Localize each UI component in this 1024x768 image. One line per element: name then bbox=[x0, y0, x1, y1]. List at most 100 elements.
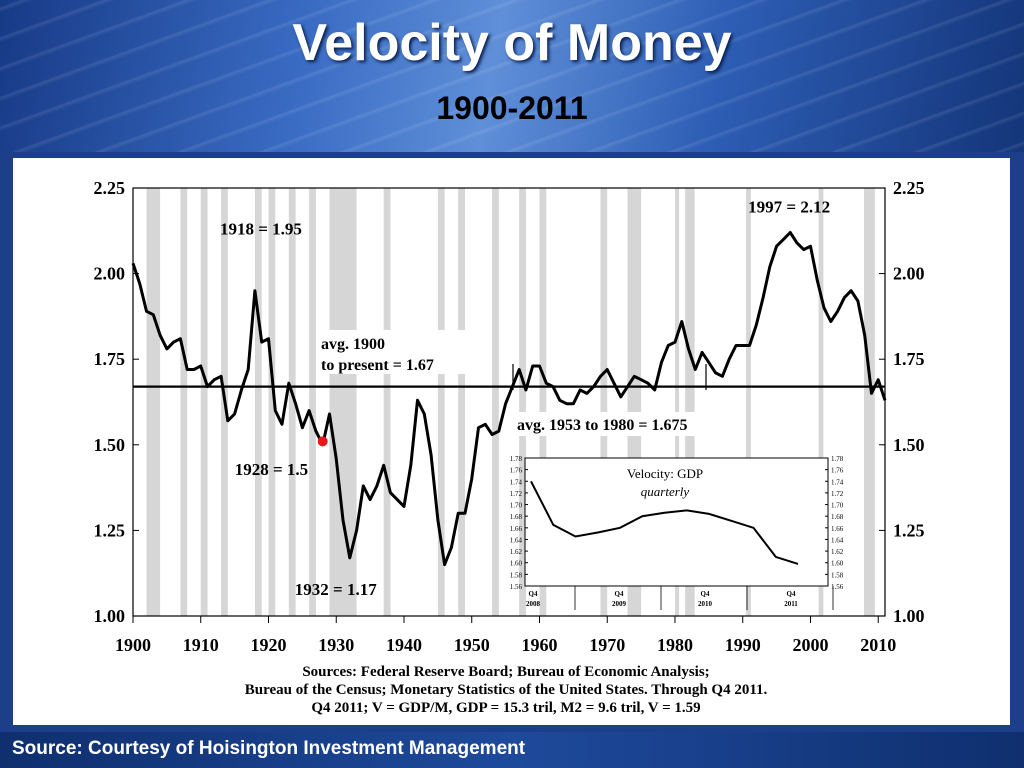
inset-y-tick-label-right: 1.72 bbox=[831, 490, 844, 498]
recession-band-17 bbox=[674, 188, 680, 616]
plot-frame bbox=[132, 187, 886, 617]
inset-y-tick-label-right: 1.78 bbox=[831, 455, 844, 463]
inset-series-line bbox=[530, 480, 799, 565]
avg-segment-label-bg bbox=[512, 412, 742, 436]
inset-y-tick-label-right: 1.56 bbox=[831, 583, 844, 591]
y-tick-label-left: 2.00 bbox=[94, 264, 126, 284]
recession-band-9 bbox=[383, 188, 391, 616]
chart-panel bbox=[13, 158, 1010, 725]
x-tick-label: 1980 bbox=[657, 635, 693, 655]
slide-subtitle: 1900-2011 bbox=[436, 90, 588, 126]
x-tick-label: 1970 bbox=[589, 635, 625, 655]
x-tick-label: 1900 bbox=[115, 635, 151, 655]
inset-y-tick-label-right: 1.62 bbox=[831, 548, 844, 556]
inset-y-tick-label-right: 1.70 bbox=[831, 502, 844, 510]
inset-y-tick-label-left: 1.64 bbox=[510, 536, 523, 544]
annotation-label-1932: 1932 = 1.17 bbox=[295, 580, 377, 599]
footer-bar: Source: Courtesy of Hoisington Investmen… bbox=[0, 732, 1024, 768]
inset-y-tick-label-left: 1.78 bbox=[510, 455, 523, 463]
y-tick-label-right: 2.00 bbox=[893, 264, 925, 284]
recession-band-21 bbox=[863, 188, 875, 616]
recession-band-15 bbox=[600, 188, 608, 616]
y-tick-label-right: 1.75 bbox=[893, 349, 925, 369]
annotations: 1918 = 1.95 1928 = 1.5 1932 = 1.17 1997 = 2… bbox=[220, 198, 830, 599]
inset-x-tick-year: 2010 bbox=[698, 600, 713, 608]
y-axis-right: 1.00 1.25 1.50 1.75 2.00 2.25 bbox=[879, 178, 925, 626]
inset-x-tick-quarter: Q4 bbox=[615, 590, 624, 598]
inset-y-tick-label-left: 1.56 bbox=[510, 583, 523, 591]
inset-x-tick-quarter: Q4 bbox=[529, 590, 538, 598]
inset-y-tick-label-right: 1.64 bbox=[831, 536, 844, 544]
avg-label-line2: to present = 1.67 bbox=[321, 357, 434, 374]
recession-band-6 bbox=[288, 188, 296, 616]
inset-title: Velocity: GDP bbox=[627, 466, 703, 481]
inset-y-tick-label-right: 1.68 bbox=[831, 513, 844, 521]
avg-label-bg bbox=[316, 330, 472, 374]
inset-y-tick-label-left: 1.72 bbox=[510, 490, 523, 498]
y-axis-left: 1.00 1.25 1.50 1.75 2.00 2.25 bbox=[94, 178, 139, 626]
y-tick-label-left: 1.25 bbox=[94, 520, 126, 540]
inset-y-tick-label-right: 1.66 bbox=[831, 525, 844, 533]
inset-y-tick-label-left: 1.60 bbox=[510, 560, 523, 568]
x-tick-label: 2000 bbox=[792, 635, 828, 655]
y-tick-label-right: 2.25 bbox=[893, 178, 925, 198]
slide-title: Velocity of Money bbox=[292, 14, 732, 72]
inset-x-tick-year: 2009 bbox=[612, 600, 627, 608]
recession-band-11 bbox=[458, 188, 465, 616]
y-tick-label-left: 1.50 bbox=[94, 435, 126, 455]
inset-y-tick-label-left: 1.58 bbox=[510, 571, 523, 579]
sources-line-2: Bureau of the Census; Monetary Statistic… bbox=[245, 682, 768, 698]
x-tick-label: 1930 bbox=[318, 635, 354, 655]
recession-band-19 bbox=[746, 188, 751, 616]
sources-line-3: Q4 2011; V = GDP/M, GDP = 15.3 tril, M2 … bbox=[311, 700, 700, 716]
x-tick-label: 1950 bbox=[454, 635, 490, 655]
inset-y-axis-left: 1.78 1.76 1.74 1.72 1.70 1.68 1.66 1.64 1.62 1.60… bbox=[510, 455, 528, 591]
y-tick-label-right: 1.50 bbox=[893, 435, 925, 455]
inset-x-tick-quarter: Q4 bbox=[787, 590, 796, 598]
x-tick-label: 1990 bbox=[725, 635, 761, 655]
title-banner: Velocity of Money 1900-2011 bbox=[0, 0, 1024, 152]
inset-y-tick-label-left: 1.66 bbox=[510, 525, 523, 533]
y-tick-label-right: 1.00 bbox=[893, 606, 925, 626]
inset-y-tick-label-left: 1.62 bbox=[510, 548, 523, 556]
recession-band-10 bbox=[437, 188, 445, 616]
inset-y-tick-label-left: 1.76 bbox=[510, 467, 523, 475]
annotation-label-1997: 1997 = 2.12 bbox=[748, 198, 830, 217]
inset-y-tick-label-left: 1.70 bbox=[510, 502, 523, 510]
recession-band-12 bbox=[492, 188, 499, 616]
recession-band-2 bbox=[200, 188, 208, 616]
avg-segment-label: avg. 1953 to 1980 = 1.675 bbox=[517, 417, 687, 434]
inset-y-tick-label-left: 1.68 bbox=[510, 513, 523, 521]
recession-band-7 bbox=[309, 188, 316, 616]
recession-band-1 bbox=[180, 188, 188, 616]
y-tick-label-left: 1.75 bbox=[94, 349, 126, 369]
y-tick-label-right: 1.25 bbox=[893, 520, 925, 540]
inset-y-tick-label-left: 1.74 bbox=[510, 478, 523, 486]
x-axis: 1900 1910 1920 1930 1940 1950 1960 1970 1980 1990… bbox=[115, 616, 896, 655]
inset-x-axis: Q4 2008 Q4 2009 Q4 2010 Q4 2011 bbox=[526, 586, 834, 610]
inset-x-tick-quarter: Q4 bbox=[701, 590, 710, 598]
annotation-label-1918: 1918 = 1.95 bbox=[220, 220, 302, 239]
inset-frame bbox=[524, 457, 829, 587]
recession-band-18 bbox=[685, 188, 695, 616]
x-tick-label: 2010 bbox=[860, 635, 896, 655]
inset-x-tick-year: 2008 bbox=[526, 600, 541, 608]
inset-y-tick-label-right: 1.58 bbox=[831, 571, 844, 579]
velocity-series-line bbox=[131, 231, 887, 567]
recession-band-5 bbox=[268, 188, 276, 616]
inset-subtitle: quarterly bbox=[641, 484, 690, 499]
recession-band-20 bbox=[818, 188, 824, 616]
footer-source: Source: Courtesy of Hoisington Investmen… bbox=[12, 738, 526, 759]
inset-y-tick-label-right: 1.76 bbox=[831, 467, 844, 475]
y-tick-label-left: 1.00 bbox=[94, 606, 126, 626]
recession-band-13 bbox=[519, 188, 526, 616]
recession-band-14 bbox=[539, 188, 547, 616]
recession-band-0 bbox=[146, 188, 161, 616]
x-tick-label: 1920 bbox=[250, 635, 286, 655]
x-tick-label: 1940 bbox=[386, 635, 422, 655]
annotation-label-1928: 1928 = 1.5 bbox=[235, 460, 308, 479]
inset-chart: 1.78 1.76 1.74 1.72 1.70 1.68 1.66 1.64 1.62 1.60… bbox=[510, 455, 844, 610]
y-tick-label-left: 2.25 bbox=[94, 178, 126, 198]
inset-y-tick-label-right: 1.60 bbox=[831, 560, 844, 568]
